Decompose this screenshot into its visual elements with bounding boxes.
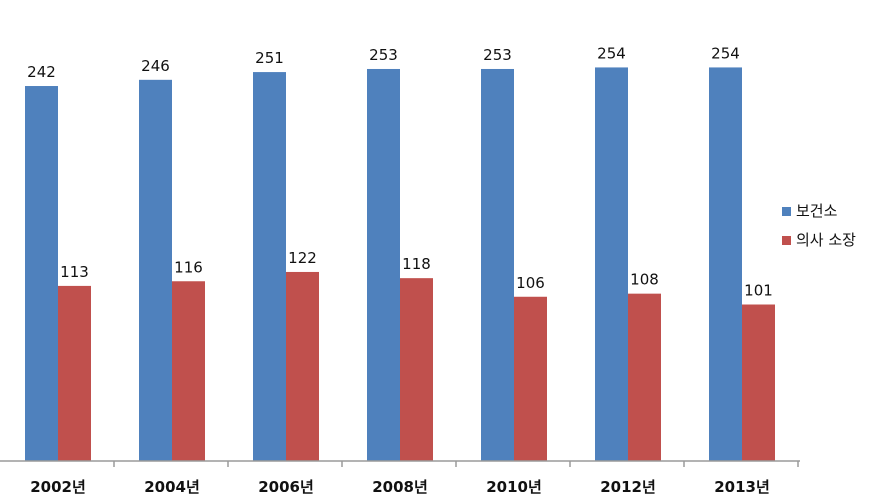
value-label-doctor-director-2: 122 [288, 249, 317, 267]
value-label-health-center-3: 253 [369, 46, 398, 64]
legend-swatch-doctor-director [782, 236, 791, 245]
value-label-health-center-6: 254 [711, 44, 740, 62]
value-label-health-center-4: 253 [483, 46, 512, 64]
bar-health-center-1 [139, 79, 172, 461]
value-labels-layer: 242 113 246 116 251 122 253 118 253 106 254 108 254 1… [27, 44, 773, 299]
bar-doctor-director-2 [286, 271, 319, 461]
value-label-doctor-director-5: 108 [630, 271, 659, 289]
bar-health-center-3 [367, 68, 400, 461]
bar-doctor-director-6 [742, 304, 775, 461]
bars-layer [25, 67, 775, 461]
bar-doctor-director-4 [514, 296, 547, 461]
bar-health-center-0 [25, 86, 58, 461]
value-label-doctor-director-6: 101 [744, 282, 773, 300]
value-label-health-center-2: 251 [255, 49, 284, 67]
value-label-doctor-director-3: 118 [402, 255, 431, 273]
x-tick-label-4: 2010년 [486, 478, 542, 496]
x-tick-label-1: 2004년 [144, 478, 200, 496]
bar-doctor-director-1 [172, 281, 205, 461]
x-tick-label-5: 2012년 [600, 478, 656, 496]
x-tick-label-0: 2002년 [30, 478, 86, 496]
bar-health-center-2 [253, 72, 286, 461]
value-label-health-center-5: 254 [597, 44, 626, 62]
bar-doctor-director-5 [628, 293, 661, 461]
bar-doctor-director-0 [58, 285, 91, 461]
legend-swatch-health-center [782, 207, 791, 216]
x-tick-label-6: 2013년 [714, 478, 770, 496]
value-label-doctor-director-1: 116 [174, 258, 203, 276]
value-label-health-center-0: 242 [27, 63, 56, 81]
value-label-health-center-1: 246 [141, 57, 170, 75]
bar-health-center-5 [595, 67, 628, 461]
bar-health-center-6 [709, 67, 742, 461]
legend-label-health-center: 보건소 [796, 202, 838, 220]
x-ticks-layer [113, 461, 799, 467]
value-label-doctor-director-0: 113 [60, 263, 89, 281]
legend-label-doctor-director: 의사 소장 [796, 231, 856, 249]
x-tick-label-2: 2006년 [258, 478, 314, 496]
value-label-doctor-director-4: 106 [516, 274, 545, 292]
bar-health-center-4 [481, 68, 514, 461]
x-tick-labels-layer: 2002년 2004년 2006년 2008년 2010년 2012년 2013년 [30, 478, 770, 496]
x-tick-label-3: 2008년 [372, 478, 428, 496]
bar-doctor-director-3 [400, 278, 433, 461]
